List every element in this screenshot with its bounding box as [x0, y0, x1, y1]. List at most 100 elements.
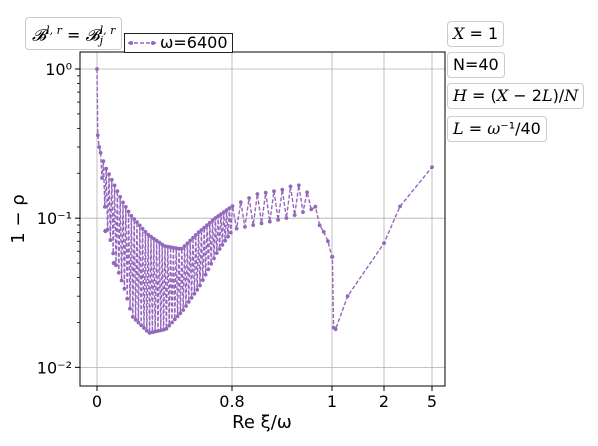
series-point — [345, 294, 350, 299]
y-axis-label: 1 − ρ — [8, 194, 29, 243]
series-point — [223, 238, 228, 243]
box-text: )/ — [552, 86, 565, 105]
series-point — [301, 210, 305, 215]
series-point — [116, 270, 121, 275]
series-point — [184, 304, 188, 308]
series-point — [195, 287, 200, 292]
box-text: = ( — [466, 86, 497, 105]
series-point — [243, 225, 247, 229]
x-tick-label: 5 — [427, 392, 437, 411]
condition-rhs-sub: j — [99, 33, 104, 47]
series-point — [125, 296, 130, 301]
legend: ω=6400 — [124, 33, 233, 53]
series-point — [382, 241, 386, 246]
series-point — [135, 220, 139, 225]
dip-point — [111, 260, 117, 266]
series-point — [128, 306, 132, 311]
series-point — [111, 251, 116, 256]
series-point — [129, 213, 134, 218]
condition-rhs: 𝓑 — [85, 25, 100, 45]
series-point — [160, 242, 165, 247]
series-point — [212, 256, 216, 261]
series-point — [333, 327, 338, 332]
series-point — [95, 67, 99, 71]
series-point — [186, 300, 191, 304]
legend-label: ω=6400 — [160, 33, 228, 52]
l-formula-box: L = ω⁻¹/40 — [447, 116, 547, 142]
series-point — [247, 196, 252, 200]
series-point — [137, 223, 142, 228]
series-point — [104, 166, 109, 171]
series-point — [210, 218, 215, 223]
series-point — [209, 261, 214, 266]
series-point — [317, 223, 322, 228]
series-point — [230, 204, 235, 209]
series-layer — [95, 67, 434, 335]
series-point — [296, 183, 301, 188]
series-point — [198, 283, 202, 288]
series-point — [171, 245, 176, 250]
series-point — [398, 204, 402, 209]
series-point — [182, 244, 187, 248]
box-text: = — [463, 119, 488, 138]
series-point — [255, 192, 260, 196]
condition-eq: = — [61, 25, 86, 45]
x-tick-label: 1 — [327, 392, 337, 411]
dip-point — [103, 228, 108, 234]
series-point — [227, 206, 232, 211]
box-text: − 2 — [508, 86, 542, 105]
plot-frame — [79, 51, 446, 387]
series-point — [188, 238, 193, 243]
math-symbol: ω — [487, 119, 501, 138]
series-point — [213, 216, 218, 220]
series-point — [179, 246, 184, 251]
series-point — [196, 230, 201, 235]
series-point — [146, 232, 151, 237]
y-tick-label: 10⁻¹ — [37, 209, 72, 228]
x-tick-label: 0.8 — [219, 392, 244, 411]
series-point — [109, 177, 114, 182]
series-point — [330, 255, 335, 259]
n-value-box: N=40 — [447, 52, 505, 78]
series-point — [238, 200, 243, 205]
series-point — [228, 230, 233, 235]
series-point — [292, 213, 297, 218]
series-point — [151, 236, 156, 241]
series-point — [122, 286, 127, 291]
math-symbol: H — [453, 86, 467, 105]
series-point — [234, 226, 239, 231]
condition-lhs-sup: l, r — [46, 24, 62, 37]
series-point — [130, 315, 135, 319]
series-point — [226, 234, 230, 239]
series-point — [142, 326, 146, 330]
series-point — [224, 208, 229, 213]
box-text: N=40 — [453, 55, 499, 74]
math-symbol: X — [453, 24, 465, 43]
series-point — [177, 246, 181, 251]
series-point — [181, 308, 186, 312]
series-point — [101, 159, 106, 164]
series-point — [123, 205, 128, 209]
series-point — [143, 229, 148, 234]
series-point — [132, 217, 137, 221]
series-point — [326, 239, 330, 244]
series-point — [167, 323, 172, 328]
series-point — [108, 238, 113, 243]
box-text: ⁻¹/40 — [500, 119, 541, 138]
series-point — [217, 247, 222, 251]
series-point — [107, 172, 111, 177]
series-point — [115, 189, 120, 194]
series-point — [280, 187, 285, 192]
series-point — [206, 267, 211, 272]
series-point — [139, 323, 144, 328]
series-point — [164, 326, 169, 331]
series-point — [309, 207, 314, 212]
series-point — [170, 320, 174, 325]
series-point — [97, 145, 102, 149]
series-point — [144, 328, 149, 333]
series-point — [259, 221, 264, 226]
math-symbol: X — [496, 86, 509, 105]
series-point — [193, 233, 198, 237]
series-point — [321, 229, 326, 234]
series-point — [251, 223, 256, 228]
